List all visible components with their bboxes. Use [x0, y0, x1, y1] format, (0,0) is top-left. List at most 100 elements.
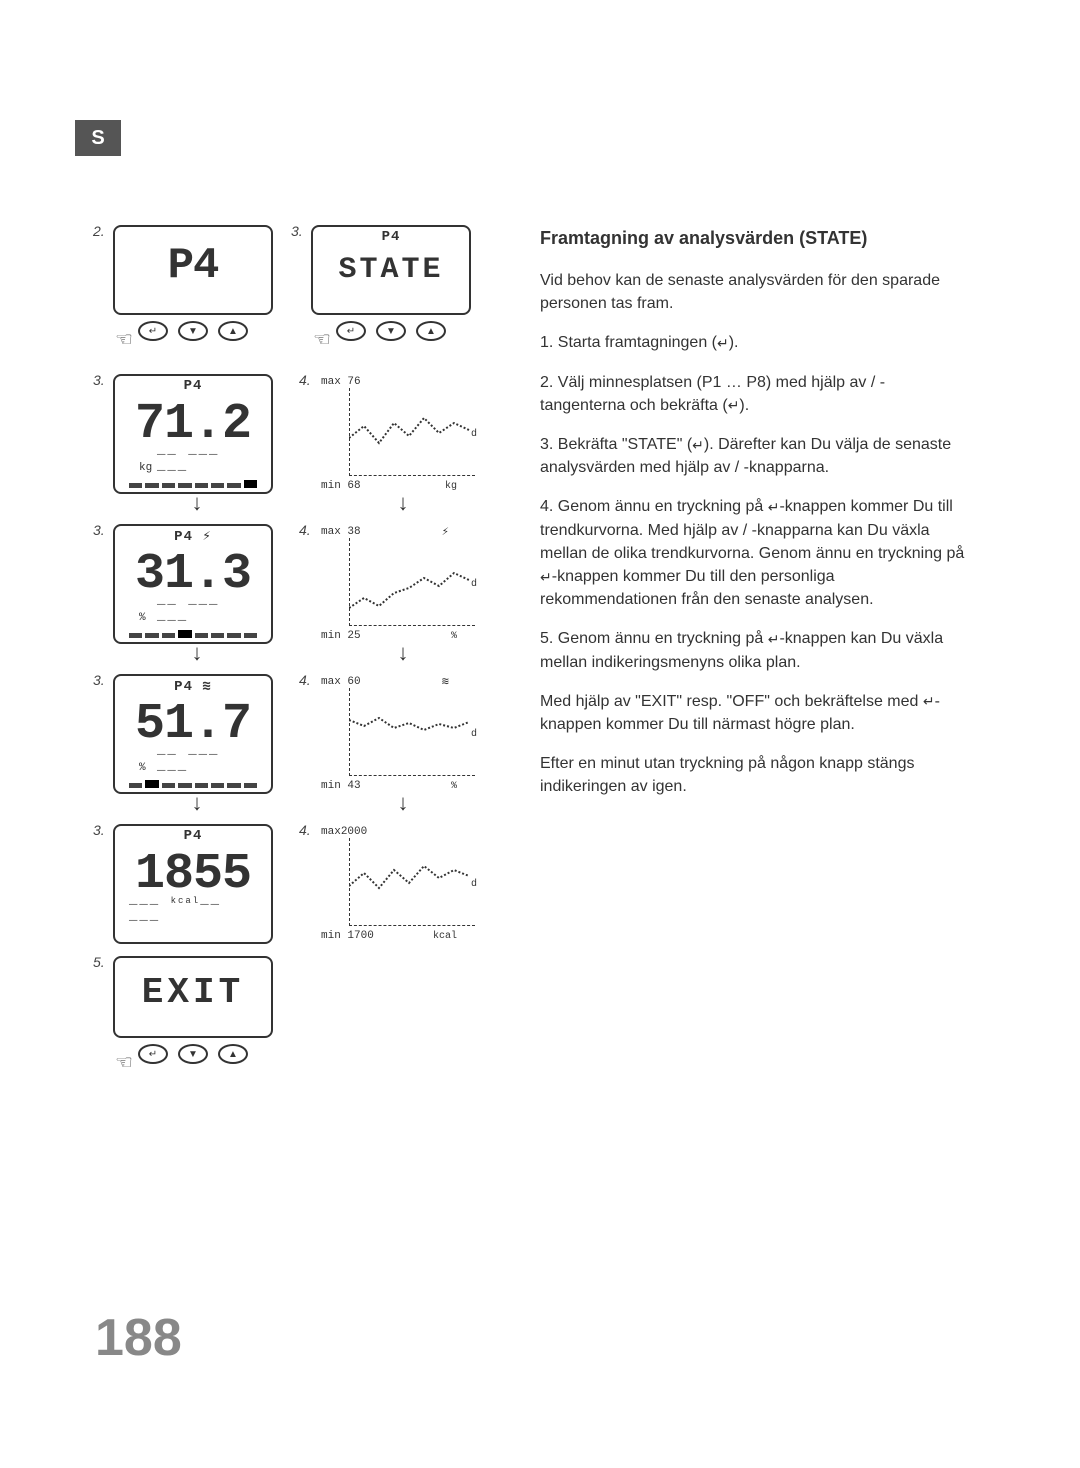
lcd-unit: % — [139, 762, 146, 774]
enter-icon: ↵ — [692, 435, 704, 455]
hand-icon: ☜ — [115, 327, 293, 352]
text-column: Framtagning av analysvärden (STATE) Vid … — [490, 225, 965, 1097]
fat-icon: ⚡ — [442, 524, 449, 539]
lcd-bars — [129, 630, 257, 638]
min-label: min — [321, 480, 347, 492]
exit-paragraph: Med hjälp av "EXIT" resp. "OFF" och bekr… — [540, 690, 965, 736]
graph-line — [349, 838, 475, 924]
max-label: max — [321, 376, 347, 388]
arrow-down-icon: ↓ — [95, 794, 281, 816]
lcd-big-text: P4 — [115, 241, 271, 291]
step-number: 4. — [299, 522, 311, 538]
lcd-exit: EXIT — [113, 956, 273, 1038]
lcd-water: P4 ≋ 51.7 % __ ___ ___ — [113, 674, 273, 794]
step-5-text: 5. Genom ännu en tryckning på ↵-knappen … — [540, 627, 965, 673]
graph-unit: kcal — [433, 931, 457, 942]
intro-paragraph: Vid behov kan de senaste analysvärden fö… — [540, 269, 965, 315]
arrow-down-icon: ↓ — [301, 794, 487, 816]
min-value: 68 — [347, 480, 360, 492]
arrow-down-icon: ↓ — [95, 494, 281, 516]
graph-unit: % — [451, 781, 457, 792]
timeout-paragraph: Efter en minut utan tryckning på någon k… — [540, 752, 965, 798]
step-number: 4. — [299, 822, 311, 838]
arrow-down-icon: ↓ — [95, 644, 281, 666]
max-value: 60 — [347, 676, 360, 688]
figures-column: 2. P4 ↵ ▼ ▲ ☜ 3. P4 STATE ↵ — [95, 225, 490, 1097]
enter-icon: ↵ — [768, 629, 780, 649]
graph-line — [349, 388, 475, 474]
lcd-bars — [129, 780, 257, 788]
lcd-top-small: P4 — [313, 229, 469, 245]
lcd-bars — [129, 480, 257, 488]
hand-icon: ☜ — [115, 1050, 293, 1075]
enter-icon: ↵ — [768, 497, 780, 517]
max-label: max — [321, 676, 347, 688]
step-number: 3. — [93, 822, 105, 838]
lcd-unit: % — [139, 612, 146, 624]
hand-icon: ☜ — [313, 327, 491, 352]
min-value: 1700 — [347, 930, 373, 942]
lcd-unit: kg — [139, 462, 152, 474]
enter-icon: ↵ — [728, 395, 740, 415]
step-number: 2. — [93, 223, 105, 239]
water-icon: ≋ — [442, 674, 449, 689]
enter-icon: ↵ — [923, 691, 935, 711]
lcd-big-text: STATE — [313, 253, 469, 287]
content-area: 2. P4 ↵ ▼ ▲ ☜ 3. P4 STATE ↵ — [95, 225, 995, 1097]
enter-icon: ↵ — [540, 567, 552, 587]
arrow-down-icon: ↓ — [301, 644, 487, 666]
page-tab: S — [75, 120, 121, 156]
lcd-dash: __ ___ ___ — [157, 742, 257, 774]
graph-unit: kg — [445, 481, 457, 492]
step-number: 4. — [299, 372, 311, 388]
graph-fat: max 38 ⚡ d min 25 % — [319, 524, 479, 644]
graph-kcal: max2000 d min 1700 kcal — [319, 824, 479, 944]
step-number: 5. — [93, 954, 105, 970]
step-1-text: 1. Starta framtagningen (↵). — [540, 331, 965, 354]
step-number: 3. — [93, 372, 105, 388]
graph-unit: % — [451, 631, 457, 642]
max-value: 38 — [347, 526, 360, 538]
lcd-fat: P4 ⚡ 31.3 % __ ___ ___ — [113, 524, 273, 644]
step-2-text: 2. Välj minnesplatsen (P1 … P8) med hjäl… — [540, 371, 965, 417]
min-value: 43 — [347, 780, 360, 792]
min-label: min — [321, 630, 347, 642]
graph-weight: max 76 d min 68 kg — [319, 374, 479, 494]
lcd-top-small: P4 ≋ — [115, 678, 271, 695]
step-number: 3. — [291, 223, 303, 239]
section-heading: Framtagning av analysvärden (STATE) — [540, 225, 965, 251]
lcd-top-small: P4 — [115, 378, 271, 394]
graph-water: max 60 ≋ d min 43 % — [319, 674, 479, 794]
lcd-kcal: P4 1855 ___ kcal__ ___ — [113, 824, 273, 944]
lcd-dash: __ ___ ___ — [157, 592, 257, 624]
min-value: 25 — [347, 630, 360, 642]
graph-line — [349, 688, 475, 774]
lcd-weight: P4 71.2 kg __ ___ ___ — [113, 374, 273, 494]
max-label: max — [321, 826, 341, 838]
max-value: 76 — [347, 376, 360, 388]
d-mark: d — [471, 429, 477, 440]
max-label: max — [321, 526, 347, 538]
step-number: 4. — [299, 672, 311, 688]
min-label: min — [321, 930, 347, 942]
lcd-p4: P4 — [113, 225, 273, 315]
lcd-state: P4 STATE — [311, 225, 471, 315]
page-number: 188 — [95, 1308, 182, 1368]
lcd-top-small: P4 ⚡ — [115, 528, 271, 545]
d-mark: d — [471, 729, 477, 740]
graph-line — [349, 538, 475, 624]
d-mark: d — [471, 879, 477, 890]
lcd-dash: __ ___ ___ — [157, 442, 257, 474]
step-3-text: 3. Bekräfta "STATE" (↵). Därefter kan Du… — [540, 433, 965, 479]
step-4-text: 4. Genom ännu en tryckning på ↵-knappen … — [540, 495, 965, 611]
enter-icon: ↵ — [717, 333, 729, 353]
lcd-big-text: EXIT — [115, 972, 271, 1013]
min-label: min — [321, 780, 347, 792]
fat-icon: ⚡ — [202, 529, 211, 545]
lcd-top-small: P4 — [115, 828, 271, 844]
d-mark: d — [471, 579, 477, 590]
step-number: 3. — [93, 672, 105, 688]
water-icon: ≋ — [202, 679, 211, 695]
step-number: 3. — [93, 522, 105, 538]
lcd-dash: ___ kcal__ ___ — [129, 892, 257, 924]
